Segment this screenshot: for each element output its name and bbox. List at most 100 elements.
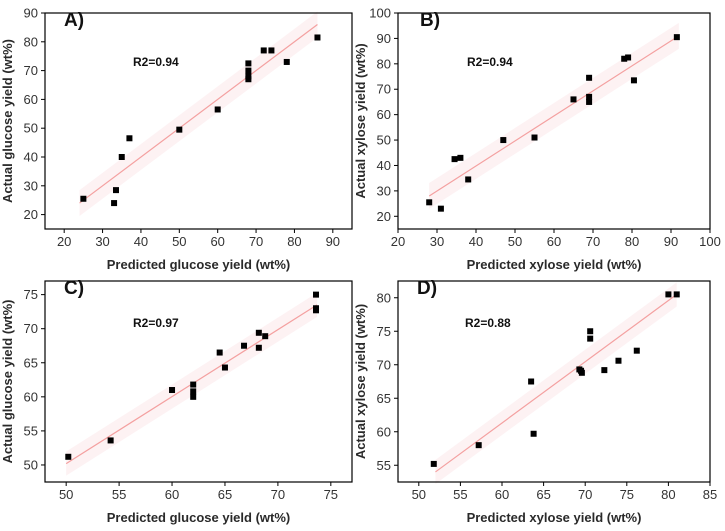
data-point — [190, 381, 197, 388]
panel-letter: A) — [64, 10, 84, 31]
data-point — [111, 200, 118, 207]
x-tick-label: 20 — [391, 234, 405, 249]
r2-annotation: R2=0.94 — [467, 55, 513, 69]
data-point — [633, 347, 640, 354]
y-tick-label: 30 — [24, 178, 38, 193]
data-point — [245, 73, 252, 80]
x-tick-label: 90 — [326, 234, 340, 249]
y-tick-label: 30 — [377, 183, 391, 198]
y-tick-label: 70 — [24, 321, 38, 336]
x-tick-label: 30 — [95, 234, 109, 249]
x-tick-label: 60 — [210, 234, 224, 249]
x-axis-title: Predicted xylose yield (wt%) — [467, 257, 642, 272]
data-point — [451, 156, 458, 163]
x-tick-label: 70 — [578, 487, 592, 502]
y-tick-label: 60 — [377, 107, 391, 122]
x-tick-label: 75 — [620, 487, 634, 502]
data-point — [587, 328, 594, 335]
data-point — [107, 437, 114, 444]
x-tick-label: 70 — [271, 487, 285, 502]
panel-d: 50 55 60 65 70 75 80 85 55 60 65 70 75 80 Predicted xy… — [353, 278, 717, 525]
data-point — [245, 67, 252, 74]
data-point — [530, 430, 537, 437]
data-point — [283, 58, 290, 65]
x-tick-label: 50 — [412, 487, 426, 502]
data-point — [241, 342, 248, 349]
x-tick-label: 80 — [287, 234, 301, 249]
data-point — [437, 205, 444, 212]
plot-frame — [44, 12, 353, 230]
y-axis-title: Actual xylose yield (wt%) — [353, 43, 368, 198]
data-point — [65, 453, 72, 460]
data-point — [457, 154, 464, 161]
y-tick-label: 20 — [377, 209, 391, 224]
panel-letter: B) — [420, 10, 440, 31]
data-point — [465, 176, 472, 183]
x-tick-label: 85 — [703, 487, 717, 502]
data-point — [118, 154, 125, 160]
y-tick-label: 70 — [24, 63, 38, 78]
data-point — [586, 93, 593, 100]
x-tick-label: 80 — [625, 234, 639, 249]
plot-frame — [397, 280, 711, 483]
x-tick-label: 90 — [664, 234, 678, 249]
y-tick-label: 55 — [377, 458, 391, 473]
data-point — [245, 60, 252, 67]
x-tick-label: 50 — [59, 487, 73, 502]
data-point — [190, 388, 197, 395]
x-tick-label: 30 — [430, 234, 444, 249]
y-tick-label: 80 — [377, 56, 391, 71]
data-point — [531, 134, 538, 141]
data-point — [500, 137, 507, 144]
data-point — [214, 106, 221, 113]
fit-line — [428, 35, 680, 197]
x-axis-title: Predicted xylose yield (wt%) — [467, 510, 642, 525]
data-point — [190, 393, 197, 400]
x-tick-label: 40 — [469, 234, 483, 249]
x-tick-label: 100 — [699, 234, 721, 249]
y-tick-label: 100 — [369, 6, 391, 21]
y-tick-label: 50 — [24, 457, 38, 472]
x-axis-title: Predicted glucose yield (wt%) — [107, 510, 291, 525]
data-point — [665, 291, 672, 298]
data-point — [673, 291, 680, 298]
data-point — [221, 364, 228, 371]
data-point — [216, 349, 223, 356]
y-axis-title: Actual xylose yield (wt%) — [353, 304, 368, 459]
x-tick-label: 55 — [453, 487, 467, 502]
data-point — [260, 47, 267, 54]
x-tick-label: 50 — [508, 234, 522, 249]
x-tick-label: 75 — [324, 487, 338, 502]
panel-b: 20 30 40 50 60 70 80 90 100 20 30 40 50 60 70 80 90 100 Pr… — [353, 6, 721, 273]
data-point — [528, 378, 535, 385]
data-point — [176, 126, 183, 133]
r2-annotation: R2=0.94 — [133, 55, 179, 69]
y-tick-label: 50 — [24, 121, 38, 136]
plot-frame — [44, 280, 353, 483]
y-tick-label: 80 — [377, 290, 391, 305]
y-axis-title: Actual glucose yield (wt%) — [0, 39, 15, 203]
y-tick-label: 20 — [24, 207, 38, 222]
x-tick-label: 70 — [586, 234, 600, 249]
data-point — [313, 307, 320, 314]
data-point — [268, 47, 275, 54]
data-point — [255, 344, 262, 351]
data-point — [621, 55, 628, 62]
x-tick-label: 40 — [134, 234, 148, 249]
data-point — [313, 291, 320, 298]
data-point — [169, 387, 176, 394]
data-point — [314, 34, 321, 41]
data-point — [570, 96, 577, 103]
y-tick-label: 65 — [24, 355, 38, 370]
data-point — [630, 77, 637, 84]
y-tick-label: 90 — [24, 6, 38, 21]
x-tick-label: 80 — [661, 487, 675, 502]
y-tick-label: 60 — [24, 92, 38, 107]
x-tick-label: 55 — [112, 487, 126, 502]
y-tick-label: 90 — [377, 31, 391, 46]
y-tick-label: 60 — [377, 424, 391, 439]
data-point — [80, 195, 87, 202]
data-point — [601, 367, 608, 374]
panel-letter: D) — [417, 278, 437, 299]
